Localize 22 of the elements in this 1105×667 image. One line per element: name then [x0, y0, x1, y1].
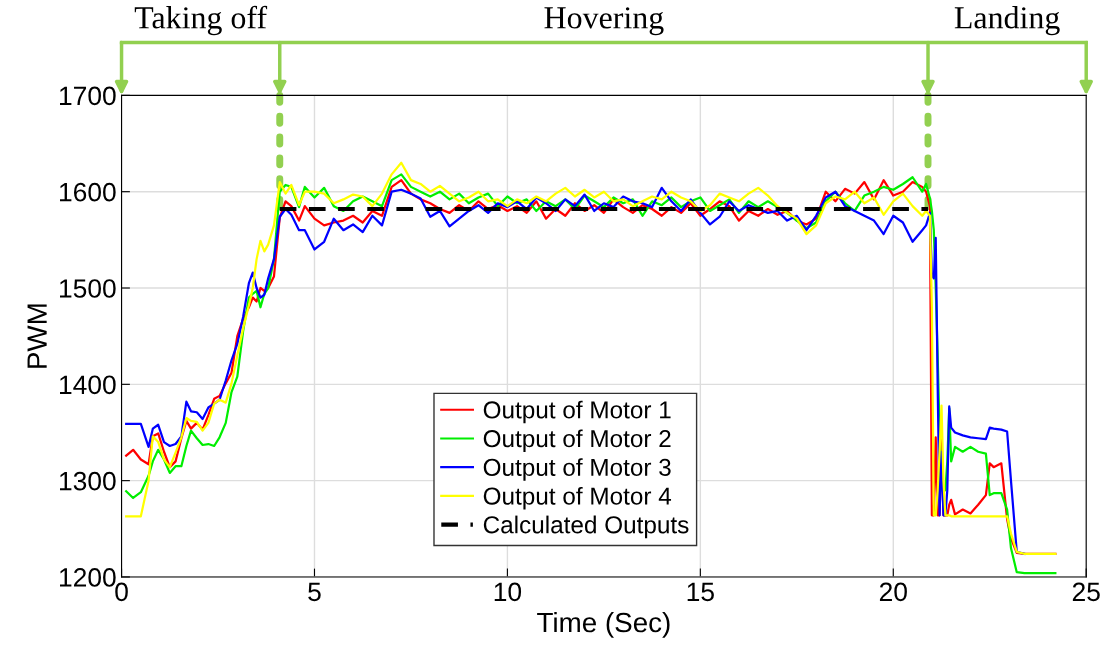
y-axis-title: PWM	[27, 304, 47, 368]
text: Hovering	[544, 7, 664, 36]
legend-label: Output of Motor 4	[483, 486, 672, 510]
text: Landing	[954, 6, 1060, 36]
y-tick-label: 1400	[60, 375, 116, 395]
x-tick-label: 25	[1072, 582, 1100, 602]
x-tick-label: 5	[308, 582, 321, 602]
y-tick-label: 1500	[60, 279, 116, 298]
legend-label: Calculated Outputs	[483, 515, 689, 539]
y-tick-label: 1700	[60, 86, 116, 106]
x-tick-label: 15	[687, 582, 714, 602]
x-tick-label: 0	[115, 582, 128, 602]
y-tick-label: 1600	[60, 182, 116, 202]
legend-label: Output of Motor 1	[483, 400, 671, 424]
y-tick-label: 1200	[60, 568, 116, 587]
x-tick-label: 10	[494, 582, 522, 602]
y-tick-label: 1300	[60, 471, 116, 491]
text: Taking off	[134, 5, 268, 36]
x-axis-title: Time (Sec)	[537, 611, 670, 638]
x-tick-label: 20	[879, 582, 907, 602]
legend-label: Output of Motor 3	[483, 458, 671, 481]
legend-label: Output of Motor 2	[483, 429, 671, 453]
